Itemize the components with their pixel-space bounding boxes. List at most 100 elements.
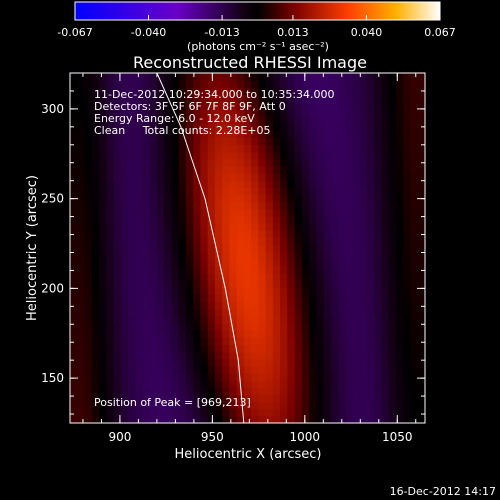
heatmap-cell: [120, 401, 129, 410]
heatmap-cell: [381, 251, 390, 260]
heatmap-cell: [229, 351, 238, 360]
heatmap-cell: [149, 408, 158, 417]
heatmap-cell: [359, 287, 368, 296]
heatmap-cell: [229, 301, 238, 310]
heatmap-cell: [164, 230, 173, 238]
heatmap-cell: [106, 301, 115, 310]
heatmap-cell: [381, 180, 390, 188]
heatmap-cell: [156, 273, 165, 281]
heatmap-cell: [70, 187, 78, 196]
heatmap-cell: [316, 273, 325, 281]
heatmap-cell: [309, 301, 317, 310]
heatmap-cell: [207, 165, 216, 174]
heatmap-cell: [287, 387, 296, 396]
heatmap-cell: [120, 330, 129, 338]
heatmap-cell: [301, 73, 310, 81]
heatmap-cell: [200, 365, 209, 374]
heatmap-cell: [214, 73, 223, 81]
heatmap-cell: [113, 137, 122, 146]
heatmap-cell: [316, 144, 325, 153]
heatmap-cell: [185, 158, 194, 167]
heatmap-cell: [91, 294, 100, 303]
heatmap-cell: [127, 258, 136, 267]
heatmap-cell: [374, 130, 383, 138]
heatmap-cell: [171, 115, 180, 124]
heatmap-cell: [417, 373, 425, 381]
heatmap-cell: [127, 380, 136, 388]
heatmap-cell: [301, 315, 310, 324]
heatmap-cell: [272, 80, 281, 88]
heatmap-cell: [214, 380, 223, 388]
heatmap-cell: [185, 301, 194, 310]
heatmap-cell: [113, 101, 122, 110]
heatmap-cell: [359, 201, 368, 210]
heatmap-cell: [280, 158, 288, 167]
heatmap-cell: [287, 301, 296, 310]
heatmap-cell: [309, 201, 317, 210]
heatmap-cell: [410, 330, 419, 338]
heatmap-cell: [388, 273, 397, 281]
heatmap-cell: [243, 294, 252, 303]
heatmap-cell: [193, 223, 201, 231]
heatmap-cell: [417, 108, 425, 117]
heatmap-cell: [287, 280, 296, 288]
heatmap-cell: [352, 165, 361, 174]
heatmap-cell: [352, 394, 361, 403]
heatmap-cell: [149, 158, 158, 167]
heatmap-cell: [272, 151, 281, 160]
heatmap-cell: [301, 165, 310, 174]
heatmap-cell: [207, 187, 216, 196]
heatmap-cell: [77, 365, 86, 374]
heatmap-cell: [330, 415, 339, 423]
heatmap-cell: [193, 380, 201, 388]
heatmap-cell: [287, 415, 296, 423]
heatmap-cell: [352, 351, 361, 360]
heatmap-cell: [272, 187, 281, 196]
heatmap-cell: [272, 358, 281, 367]
heatmap-cell: [417, 237, 425, 246]
heatmap-cell: [200, 387, 209, 396]
heatmap-cell: [98, 358, 107, 367]
heatmap-cell: [149, 165, 158, 174]
heatmap-cell: [367, 215, 375, 224]
heatmap-cell: [207, 123, 216, 131]
heatmap-cell: [374, 308, 383, 317]
heatmap-cell: [120, 358, 129, 367]
heatmap-cell: [294, 94, 303, 103]
heatmap-cell: [287, 308, 296, 317]
heatmap-cell: [301, 187, 310, 196]
heatmap-cell: [243, 387, 252, 396]
heatmap-cell: [330, 180, 339, 188]
heatmap-cell: [171, 351, 180, 360]
heatmap-cell: [345, 287, 354, 296]
heatmap-cell: [251, 351, 259, 360]
heatmap-cell: [330, 373, 339, 381]
heatmap-cell: [352, 94, 361, 103]
heatmap-cell: [374, 87, 383, 96]
heatmap-cell: [251, 201, 259, 210]
heatmap-cell: [417, 94, 425, 103]
heatmap-cell: [120, 265, 129, 274]
heatmap-cell: [251, 330, 259, 338]
heatmap-cell: [258, 308, 267, 317]
heatmap-cell: [149, 237, 158, 246]
heatmap-cell: [410, 230, 419, 238]
heatmap-cell: [149, 201, 158, 210]
heatmap-cell: [345, 394, 354, 403]
heatmap-cell: [330, 94, 339, 103]
heatmap-cell: [352, 80, 361, 88]
heatmap-cell: [352, 380, 361, 388]
heatmap-cell: [265, 158, 274, 167]
heatmap-cell: [229, 108, 238, 117]
heatmap-cell: [272, 301, 281, 310]
heatmap-cell: [200, 258, 209, 267]
heatmap-cell: [323, 173, 332, 181]
heatmap-cell: [142, 394, 151, 403]
heatmap-cell: [98, 337, 107, 346]
heatmap-cell: [178, 387, 187, 396]
heatmap-cell: [345, 408, 354, 417]
heatmap-cell: [222, 273, 230, 281]
heatmap-cell: [396, 308, 404, 317]
heatmap-cell: [367, 115, 375, 124]
heatmap-cell: [185, 230, 194, 238]
